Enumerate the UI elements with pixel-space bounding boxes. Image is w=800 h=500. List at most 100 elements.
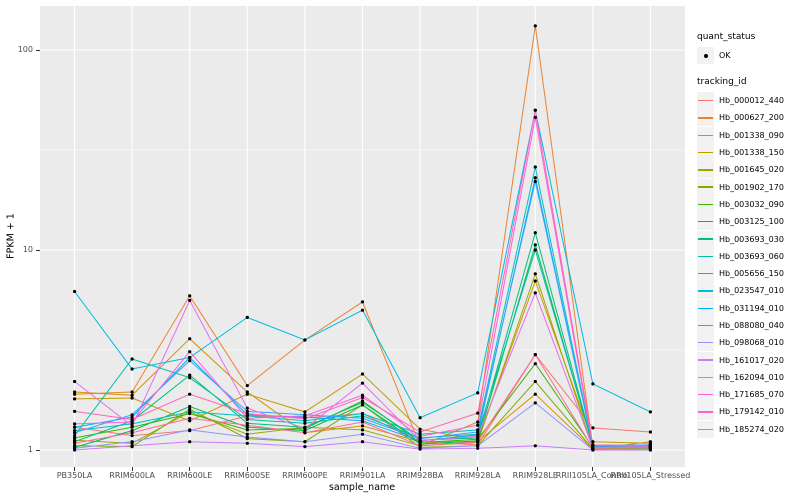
data-point [245, 435, 249, 439]
data-point [303, 410, 307, 414]
legend-item: Hb_031194_010 [697, 299, 799, 317]
data-point [533, 248, 537, 252]
legend-item: Hb_001645_020 [697, 161, 799, 179]
line-swatch-icon [698, 359, 713, 361]
data-point [476, 420, 480, 424]
legend-item-label: Hb_162094_010 [719, 372, 784, 382]
x-tick-label: RRIM928BA [396, 471, 444, 480]
data-point [245, 432, 249, 436]
data-point [648, 448, 653, 452]
data-point [188, 376, 192, 380]
data-point [476, 411, 480, 415]
data-point [360, 393, 365, 397]
legend-item-label: OK [719, 51, 731, 61]
legend-key [697, 386, 714, 404]
x-tick-mark [189, 467, 191, 471]
data-point [533, 231, 537, 235]
data-point [533, 444, 537, 448]
legend-item: Hb_003693_030 [697, 230, 799, 248]
data-point [360, 414, 365, 418]
data-point [73, 409, 77, 413]
line-swatch-icon [698, 238, 713, 240]
data-point [418, 444, 422, 448]
legend-item-label: Hb_023547_010 [719, 286, 784, 296]
legend-key [697, 47, 714, 65]
x-tick-mark [592, 467, 594, 471]
data-point [360, 395, 365, 400]
x-tick-mark [131, 467, 133, 471]
data-point [533, 353, 537, 357]
x-tick-label: RRIM600LA [109, 471, 156, 480]
data-point [418, 437, 422, 441]
data-point [591, 426, 595, 430]
legend-key [697, 351, 714, 369]
data-point [130, 396, 134, 400]
legend-key [697, 213, 714, 231]
legend-item: Hb_005656_150 [697, 265, 799, 283]
data-point [130, 415, 134, 419]
data-point [188, 359, 192, 363]
data-point [130, 367, 134, 371]
data-point [418, 427, 422, 431]
y-tick-mark [36, 449, 40, 451]
legend-item-label: Hb_003693_030 [719, 234, 784, 244]
data-point [476, 430, 480, 434]
x-tick-label: PB350LA [56, 471, 93, 480]
data-point [533, 379, 537, 384]
line-swatch-icon [698, 203, 713, 206]
data-point [130, 420, 134, 424]
data-point [476, 440, 480, 444]
data-point [130, 390, 134, 394]
x-tick-label: RRIM901LA [339, 471, 386, 480]
data-point [188, 407, 192, 411]
data-point [418, 447, 422, 451]
data-point [73, 397, 77, 401]
data-point [476, 423, 480, 427]
x-tick-label: RRIM600PE [282, 471, 328, 480]
legend-item: Hb_161017_020 [697, 351, 799, 369]
legend-item-label: Hb_161017_020 [719, 355, 784, 365]
data-point [360, 432, 365, 436]
data-point [418, 434, 422, 438]
data-point [360, 428, 365, 432]
legend-key [697, 282, 714, 300]
legend-tracking-id-items: Hb_000012_440 Hb_000627_200 Hb_001338_090 H… [697, 92, 799, 438]
x-tick-label: RRII105LA_Stressed [610, 471, 691, 480]
data-point [73, 422, 77, 426]
data-point [130, 440, 134, 444]
data-point [476, 444, 480, 448]
x-tick-label: RRIM600SE [224, 471, 271, 480]
data-point [303, 440, 307, 444]
data-point [245, 441, 249, 445]
legend-item-label: Hb_179142_010 [719, 407, 784, 417]
data-point [303, 417, 307, 421]
data-point [591, 443, 595, 447]
data-point [73, 441, 77, 445]
legend-key [697, 265, 714, 283]
legend-key [697, 92, 714, 110]
data-point [533, 362, 537, 366]
data-point [591, 440, 595, 444]
data-point [476, 391, 480, 395]
legend-item: Hb_171685_070 [697, 386, 799, 404]
line-swatch-icon [698, 151, 713, 154]
legend-key [697, 334, 714, 352]
data-point [130, 434, 134, 438]
legend-item-label: Hb_001645_020 [719, 165, 784, 175]
data-point [130, 431, 134, 435]
legend-item: Hb_000012_440 [697, 92, 799, 110]
data-point [303, 338, 307, 342]
line-swatch-icon [698, 342, 713, 344]
legend-tracking-id: tracking_id Hb_000012_440 Hb_000627_200 Hb… [697, 76, 799, 438]
y-tick-mark [36, 249, 40, 251]
data-point [418, 416, 422, 420]
legend-item: Hb_179142_010 [697, 403, 799, 421]
x-tick-mark [419, 467, 421, 471]
data-point [245, 412, 249, 416]
legend-item: Hb_003125_100 [697, 213, 799, 231]
data-point [73, 390, 77, 394]
data-point [360, 412, 365, 416]
legend-key [697, 247, 714, 265]
legend-item-label: Hb_003693_060 [719, 251, 784, 261]
line-swatch-icon [698, 272, 713, 275]
